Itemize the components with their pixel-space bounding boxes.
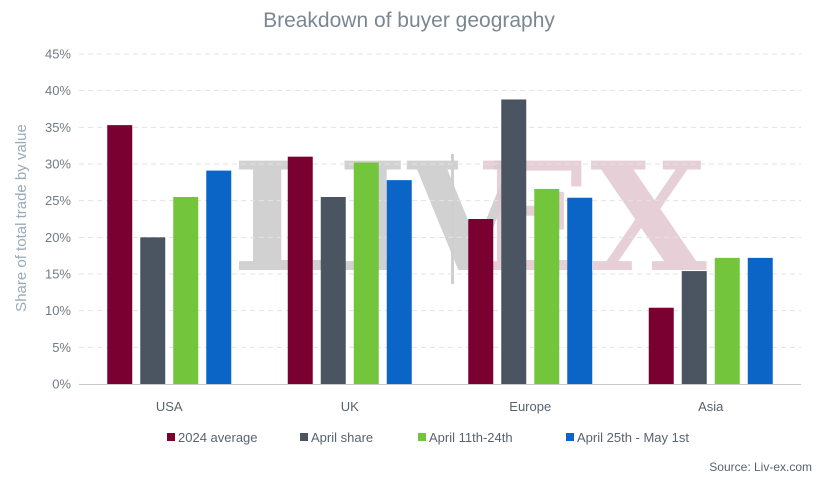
bar-usa-april-share: [140, 237, 166, 384]
legend-label: 2024 average: [178, 430, 258, 445]
legend-swatch: [566, 433, 574, 441]
y-tick-label: 15%: [45, 267, 71, 282]
y-tick-label: 20%: [45, 230, 71, 245]
legend: 2024 average April share April 11th-24th Ap…: [167, 430, 689, 445]
x-category-label: Asia: [698, 399, 724, 414]
bar-uk-april-share: [320, 197, 346, 384]
y-tick-label: 10%: [45, 303, 71, 318]
y-tick-label: 5%: [52, 340, 71, 355]
bar-asia-april-25th-may-1st: [747, 257, 773, 384]
bar-asia-2024-average: [648, 307, 674, 384]
bar-europe-april-share: [501, 99, 527, 384]
bar-asia-april-share: [681, 271, 707, 384]
y-tick-label: 35%: [45, 120, 71, 135]
y-tick-label: 30%: [45, 157, 71, 172]
bar-usa-april-11th-24th: [173, 197, 199, 384]
y-tick-label: 40%: [45, 83, 71, 98]
bar-usa-2024-average: [107, 125, 133, 384]
x-category-label: Europe: [509, 399, 551, 414]
bar-uk-april-11th-24th: [353, 162, 379, 384]
bars: [107, 99, 773, 384]
bar-europe-2024-average: [468, 219, 494, 384]
legend-label: April 11th-24th: [429, 430, 513, 445]
bar-asia-april-11th-24th: [714, 257, 740, 384]
y-tick-label: 25%: [45, 193, 71, 208]
y-tick-label: 45%: [45, 47, 71, 62]
legend-label: April 25th - May 1st: [577, 430, 689, 445]
y-tick-label: 0%: [52, 377, 71, 392]
gridlines: [79, 53, 801, 348]
y-axis-label: Share of total trade by value: [13, 124, 30, 312]
legend-swatch: [300, 433, 308, 441]
bar-europe-april-11th-24th: [534, 188, 560, 384]
bar-europe-april-25th-may-1st: [567, 197, 593, 384]
bar-uk-april-25th-may-1st: [386, 180, 412, 384]
x-category-label: USA: [156, 399, 183, 414]
legend-swatch: [167, 433, 175, 441]
watermark-divider: [451, 154, 454, 284]
x-category-label: UK: [341, 399, 359, 414]
chart-title: Breakdown of buyer geography: [263, 9, 555, 32]
y-axis-ticks: 0% 5% 10% 15% 20% 25% 30% 35% 40% 45%: [45, 47, 71, 392]
bar-usa-april-25th-may-1st: [206, 170, 232, 384]
legend-swatch: [418, 433, 426, 441]
bar-uk-2024-average: [287, 156, 313, 384]
x-axis-categories: USA UK Europe Asia: [156, 399, 724, 414]
legend-label: April share: [311, 430, 373, 445]
source-note: Source: Liv-ex.com: [709, 460, 812, 474]
